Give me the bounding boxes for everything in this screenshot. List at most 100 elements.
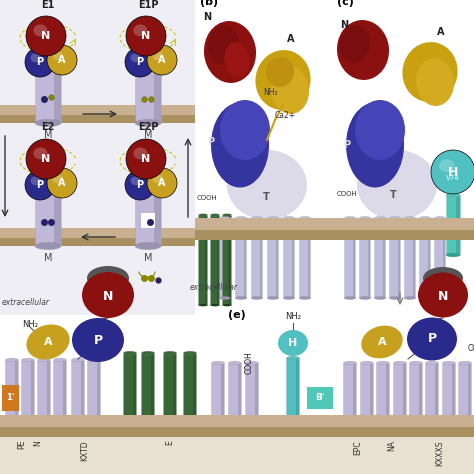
Bar xyxy=(359,218,371,298)
Text: N: N xyxy=(41,31,51,41)
Ellipse shape xyxy=(278,330,308,356)
Ellipse shape xyxy=(25,47,55,77)
Ellipse shape xyxy=(227,150,307,220)
Ellipse shape xyxy=(135,242,161,250)
Bar xyxy=(35,191,61,246)
Ellipse shape xyxy=(25,170,55,200)
Ellipse shape xyxy=(286,356,300,360)
Bar xyxy=(135,68,161,123)
Ellipse shape xyxy=(153,174,163,183)
Ellipse shape xyxy=(267,296,279,300)
Text: E: E xyxy=(165,440,174,445)
Bar xyxy=(55,68,61,123)
Text: NH₂: NH₂ xyxy=(22,320,38,329)
Text: V74: V74 xyxy=(446,175,460,181)
Bar xyxy=(195,218,335,230)
Ellipse shape xyxy=(133,24,147,36)
Bar xyxy=(141,213,155,228)
Ellipse shape xyxy=(37,358,51,362)
Text: A: A xyxy=(378,337,386,347)
Bar xyxy=(238,363,241,433)
Text: NH₂: NH₂ xyxy=(263,88,278,97)
Bar xyxy=(383,218,385,298)
Ellipse shape xyxy=(88,358,100,362)
Text: (e): (e) xyxy=(228,310,246,320)
Ellipse shape xyxy=(337,20,389,80)
Bar xyxy=(35,68,61,123)
Bar xyxy=(37,360,51,433)
Ellipse shape xyxy=(130,53,141,62)
Ellipse shape xyxy=(220,100,270,160)
Text: N: N xyxy=(103,291,113,303)
Ellipse shape xyxy=(27,325,70,360)
Text: A: A xyxy=(44,337,52,347)
Ellipse shape xyxy=(390,296,401,300)
Ellipse shape xyxy=(446,193,460,197)
Bar xyxy=(353,363,356,433)
Bar xyxy=(393,363,407,433)
Ellipse shape xyxy=(267,217,279,219)
Ellipse shape xyxy=(255,50,310,110)
Text: A: A xyxy=(58,55,66,65)
Bar xyxy=(292,218,294,298)
Bar xyxy=(222,215,231,305)
Bar xyxy=(219,218,230,298)
Ellipse shape xyxy=(147,45,177,75)
Text: extracellular: extracellular xyxy=(190,283,238,292)
Ellipse shape xyxy=(228,361,241,365)
Bar xyxy=(374,218,385,298)
Text: B': B' xyxy=(315,393,325,402)
Ellipse shape xyxy=(164,431,176,435)
Text: NA: NA xyxy=(388,440,396,451)
Ellipse shape xyxy=(344,361,356,365)
Text: P: P xyxy=(428,332,437,346)
Ellipse shape xyxy=(26,139,66,179)
Bar xyxy=(260,218,263,298)
Ellipse shape xyxy=(210,304,219,306)
Bar xyxy=(0,437,474,474)
Bar xyxy=(446,195,460,255)
Bar xyxy=(151,353,155,433)
Text: A: A xyxy=(287,34,294,44)
Bar xyxy=(376,363,390,433)
Ellipse shape xyxy=(6,431,18,435)
Ellipse shape xyxy=(35,187,61,195)
Bar xyxy=(228,363,241,433)
Ellipse shape xyxy=(47,168,77,198)
Bar xyxy=(308,218,310,298)
Bar xyxy=(276,218,279,298)
Bar xyxy=(426,363,438,433)
Text: Ca2+: Ca2+ xyxy=(275,111,296,120)
Text: (c): (c) xyxy=(337,0,354,7)
Bar xyxy=(47,360,51,433)
Ellipse shape xyxy=(359,217,371,219)
Bar xyxy=(344,363,356,433)
Bar xyxy=(142,353,155,433)
Bar xyxy=(211,363,225,433)
Ellipse shape xyxy=(72,318,124,362)
Bar xyxy=(210,215,219,305)
Ellipse shape xyxy=(423,267,463,289)
Bar xyxy=(0,238,195,246)
Ellipse shape xyxy=(374,296,385,300)
Ellipse shape xyxy=(393,361,407,365)
Ellipse shape xyxy=(183,431,197,435)
Ellipse shape xyxy=(142,431,155,435)
Text: KXXXS: KXXXS xyxy=(436,440,445,465)
Bar xyxy=(54,360,66,433)
Ellipse shape xyxy=(361,431,374,435)
Ellipse shape xyxy=(33,147,47,159)
Ellipse shape xyxy=(211,431,225,435)
Bar xyxy=(236,218,246,298)
Ellipse shape xyxy=(21,431,35,435)
Text: P: P xyxy=(36,57,44,67)
Bar xyxy=(31,360,35,433)
Bar xyxy=(155,191,161,246)
Ellipse shape xyxy=(6,358,18,362)
Ellipse shape xyxy=(222,214,231,216)
Bar xyxy=(435,363,438,433)
Ellipse shape xyxy=(211,102,269,188)
Text: E1: E1 xyxy=(41,0,55,10)
Ellipse shape xyxy=(374,217,385,219)
Bar xyxy=(252,218,263,298)
